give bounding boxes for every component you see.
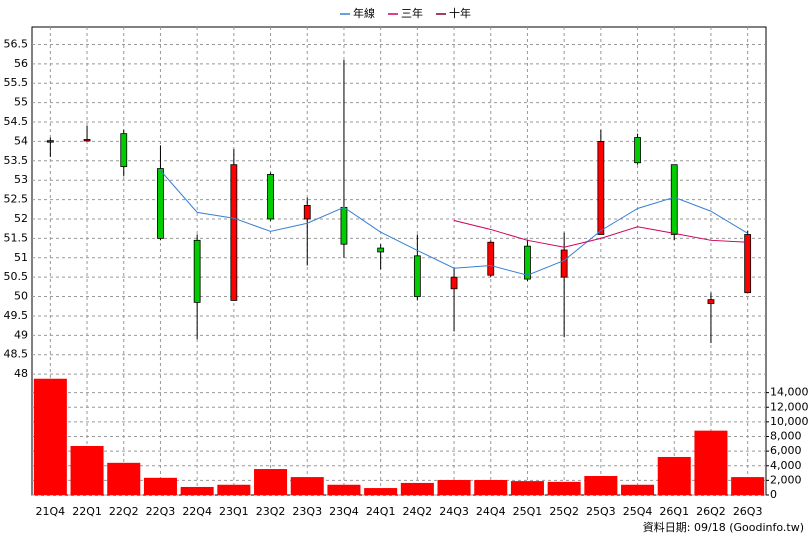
y2-tick-label: 0 (770, 488, 777, 501)
y-tick-label: 48 (14, 367, 28, 380)
volume-bar (327, 484, 361, 495)
y-tick-label: 55 (14, 96, 28, 109)
candle-body (83, 139, 91, 142)
candle-body (340, 206, 348, 245)
ma-line (453, 220, 748, 248)
volume-bar (180, 486, 214, 495)
volume-bar (437, 480, 471, 495)
y2-tick-label: 10,000 (770, 415, 808, 428)
y-tick-label: 53 (14, 173, 28, 186)
x-tick-label: 22Q3 (146, 505, 176, 518)
y-tick-label: 52 (14, 212, 28, 225)
candle-body (487, 241, 495, 276)
candle-body (193, 239, 201, 303)
volume-bar (70, 446, 104, 495)
volume-bar (510, 481, 544, 495)
y-tick-label: 53.5 (4, 154, 29, 167)
legend-label: 年線 (353, 6, 375, 20)
y-tick-label: 50.5 (4, 270, 29, 283)
volume-bar (400, 482, 434, 495)
y-tick-label: 48.5 (4, 348, 29, 361)
volume-bar (474, 480, 508, 495)
candle-body (46, 140, 54, 143)
volume-bar (694, 430, 728, 495)
x-tick-label: 25Q3 (586, 505, 616, 518)
y2-tick-label: 2,000 (770, 473, 802, 486)
x-tick-label: 21Q4 (36, 505, 66, 518)
volume-bar (254, 469, 288, 495)
x-tick-label: 26Q1 (659, 505, 689, 518)
x-tick-label: 22Q4 (182, 505, 212, 518)
legend: 年線 三年 十年 (340, 6, 471, 20)
volume-bar (217, 484, 251, 495)
legend-label: 三年 (401, 6, 423, 20)
ma-line (160, 170, 748, 276)
y2-tick-label: 12,000 (770, 400, 808, 413)
volume-bar (364, 488, 398, 495)
candle-body (707, 299, 715, 304)
x-tick-label: 25Q2 (549, 505, 579, 518)
volume-bar (584, 475, 618, 495)
x-tick-label: 22Q2 (109, 505, 139, 518)
volume-bar (547, 481, 581, 495)
y-tick-label: 51 (14, 251, 28, 264)
plot-frame (31, 26, 767, 496)
x-tick-label: 23Q1 (219, 505, 249, 518)
volume-bar (107, 462, 141, 495)
y-tick-label: 49 (14, 328, 28, 341)
y-tick-label: 56 (14, 57, 28, 70)
candle-body (634, 137, 641, 164)
y-tick-label: 56.5 (4, 37, 29, 50)
x-tick-label: 23Q2 (256, 505, 286, 518)
candle-body (670, 164, 678, 235)
x-tick-label: 25Q1 (513, 505, 543, 518)
candle-body (597, 141, 605, 235)
candle-body (524, 245, 531, 280)
y2-tick-label: 14,000 (770, 386, 808, 399)
y2-tick-label: 4,000 (770, 459, 802, 472)
y-tick-label: 51.5 (4, 231, 29, 244)
y-tick-label: 52.5 (4, 193, 29, 206)
candle-body (744, 234, 752, 294)
candle-body (450, 276, 458, 290)
legend-label: 十年 (449, 6, 471, 20)
candle-body (377, 247, 385, 253)
candle-body (157, 168, 164, 239)
volume-bar (731, 477, 765, 495)
x-tick-label: 25Q4 (623, 505, 653, 518)
candle-body (230, 164, 238, 301)
y2-tick-label: 8,000 (770, 430, 802, 443)
x-tick-label: 24Q3 (439, 505, 469, 518)
y-tick-label: 54 (14, 134, 28, 147)
x-tick-label: 24Q4 (476, 505, 506, 518)
y-tick-label: 55.5 (4, 76, 29, 89)
volume-bar (143, 477, 177, 495)
x-tick-label: 24Q1 (366, 505, 396, 518)
candle-body (560, 249, 568, 278)
volume-bar (621, 484, 655, 495)
x-tick-label: 23Q3 (292, 505, 322, 518)
x-tick-label: 26Q3 (733, 505, 763, 518)
x-tick-label: 24Q2 (403, 505, 433, 518)
x-tick-label: 22Q1 (72, 505, 102, 518)
volume-bar (33, 378, 67, 495)
x-tick-label: 26Q2 (696, 505, 726, 518)
candle-body (303, 205, 311, 220)
y-tick-label: 54.5 (4, 115, 29, 128)
candle-body (267, 173, 274, 220)
candle-body (120, 133, 128, 168)
footer: 資料日期: 09/18 (Goodinfo.tw) (643, 520, 804, 534)
y-tick-label: 49.5 (4, 309, 29, 322)
volume-bar (657, 456, 691, 495)
y2-tick-label: 6,000 (770, 444, 802, 457)
x-tick-label: 23Q4 (329, 505, 359, 518)
y-tick-label: 50 (14, 290, 28, 303)
candle-body (413, 255, 421, 297)
volume-bar (290, 477, 324, 495)
